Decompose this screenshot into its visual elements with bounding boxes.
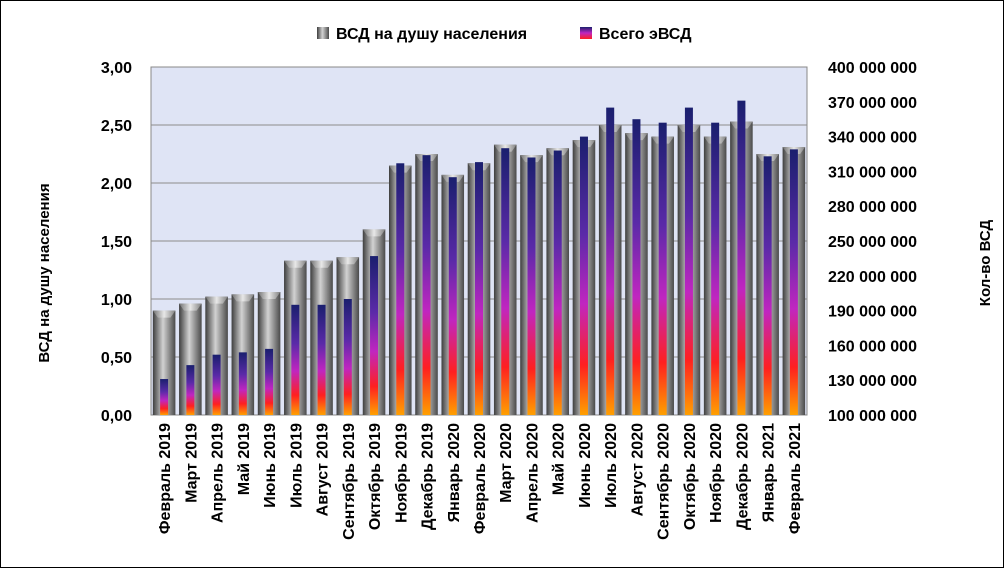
bar-series-1-cap	[336, 257, 360, 265]
bar-series-2	[789, 149, 798, 416]
bar-series-1-cap	[152, 310, 176, 318]
bar-series-2	[396, 163, 405, 415]
bar-series-1-cap	[179, 303, 202, 311]
left-tick-label: 0,00	[101, 408, 132, 425]
bar-series-1-cap	[257, 292, 281, 300]
x-tick-label: Октябрь 2020	[682, 423, 699, 530]
x-tick-label: Февраль 2021	[787, 423, 804, 534]
bar-series-2	[711, 122, 720, 416]
right-tick-label: 220 000 000	[828, 269, 917, 286]
right-tick-label: 190 000 000	[828, 304, 917, 321]
x-tick-label: Март 2020	[498, 423, 515, 503]
x-tick-label: Ноябрь 2019	[393, 423, 410, 523]
left-axis-title: ВСД на душу населения	[36, 183, 53, 362]
right-tick-label: 340 000 000	[828, 130, 917, 147]
right-tick-label: 160 000 000	[828, 338, 917, 355]
bar-series-2	[684, 107, 693, 415]
right-tick-label: 100 000 000	[828, 408, 917, 425]
x-tick-label: Декабрь 2019	[420, 423, 437, 530]
bar-series-2	[579, 136, 588, 415]
bar-series-2	[501, 148, 510, 415]
right-axis-ticks: 100 000 000 130 000 000 160 000 000 190 000…	[828, 60, 917, 425]
legend-swatch-series-2	[580, 27, 592, 39]
x-tick-label: Ноябрь 2020	[708, 423, 725, 523]
left-tick-label: 0,50	[101, 350, 132, 367]
x-tick-label: Февраль 2019	[157, 423, 174, 534]
bar-series-2	[606, 107, 615, 415]
right-tick-label: 370 000 000	[828, 95, 917, 112]
bar-series-2	[291, 304, 300, 415]
bar-series-2	[632, 119, 641, 415]
bar-series-2	[317, 304, 326, 415]
x-tick-label: Август 2020	[629, 423, 646, 516]
x-tick-label: Январь 2020	[446, 423, 463, 522]
bar-series-2	[343, 299, 352, 415]
right-tick-label: 280 000 000	[828, 199, 917, 216]
bar-series-1-cap	[284, 260, 307, 268]
right-tick-label: 310 000 000	[828, 164, 917, 181]
bar-series-2	[658, 122, 667, 416]
bar-series-2	[238, 352, 247, 415]
bar-series-2	[448, 177, 457, 415]
legend-swatch-series-1	[317, 27, 329, 39]
x-tick-label: Июль 2019	[288, 423, 305, 508]
x-tick-label: Январь 2021	[761, 423, 778, 522]
bars	[152, 100, 806, 416]
bar-series-2	[370, 256, 379, 415]
left-tick-label: 3,00	[101, 60, 132, 77]
right-tick-label: 130 000 000	[828, 373, 917, 390]
x-tick-label: Июнь 2019	[262, 423, 279, 508]
bar-series-1	[152, 310, 176, 415]
left-tick-label: 1,50	[101, 234, 132, 251]
legend-label-series-2: Всего эВСД	[599, 26, 692, 43]
bar-series-2	[527, 157, 536, 416]
bar-series-1-cap	[362, 229, 386, 237]
bar-series-2	[160, 379, 169, 415]
bar-series-1-cap	[231, 294, 255, 302]
x-tick-label: Апрель 2020	[524, 423, 541, 523]
left-tick-label: 1,00	[101, 292, 132, 309]
left-tick-label: 2,50	[101, 118, 132, 135]
x-tick-label: Май 2019	[236, 423, 253, 495]
x-tick-label: Август 2019	[315, 423, 332, 516]
x-tick-label: Декабрь 2020	[734, 423, 751, 530]
bar-series-2	[475, 162, 483, 415]
x-tick-label: Апрель 2019	[210, 423, 227, 523]
bar-series-1-cap	[205, 296, 228, 304]
bar-series-2	[212, 354, 221, 415]
bar-series-1	[179, 303, 202, 415]
bar-series-2	[737, 100, 746, 415]
right-tick-label: 250 000 000	[828, 234, 917, 251]
right-tick-label: 400 000 000	[828, 60, 917, 77]
x-tick-label: Сентябрь 2019	[341, 423, 358, 540]
x-tick-label: Май 2020	[551, 423, 568, 495]
x-tick-label: Июль 2020	[603, 423, 620, 508]
bar-series-2	[763, 156, 772, 415]
right-axis-title: Кол-во ВСД	[977, 219, 994, 306]
bar-series-2	[553, 150, 562, 415]
x-tick-label: Сентябрь 2020	[656, 423, 673, 540]
x-tick-label: Февраль 2020	[472, 423, 489, 534]
bar-series-2	[422, 155, 431, 415]
x-axis-ticks: Февраль 2019 Март 2019 Апрель 2019 Май 2019…	[157, 423, 804, 540]
x-tick-label: Октябрь 2019	[367, 423, 384, 530]
legend-label-series-1: ВСД на душу населения	[336, 26, 527, 43]
left-tick-label: 2,00	[101, 176, 132, 193]
legend: ВСД на душу населения Всего эВСД	[317, 26, 692, 43]
bar-series-2	[265, 348, 274, 415]
left-axis-ticks: 0,00 0,50 1,00 1,50 2,00 2,50 3,00	[101, 60, 132, 425]
bar-series-1-cap	[310, 260, 333, 268]
x-tick-label: Март 2019	[183, 423, 200, 503]
bar-series-2	[186, 365, 195, 415]
x-tick-label: Июнь 2020	[577, 423, 594, 508]
